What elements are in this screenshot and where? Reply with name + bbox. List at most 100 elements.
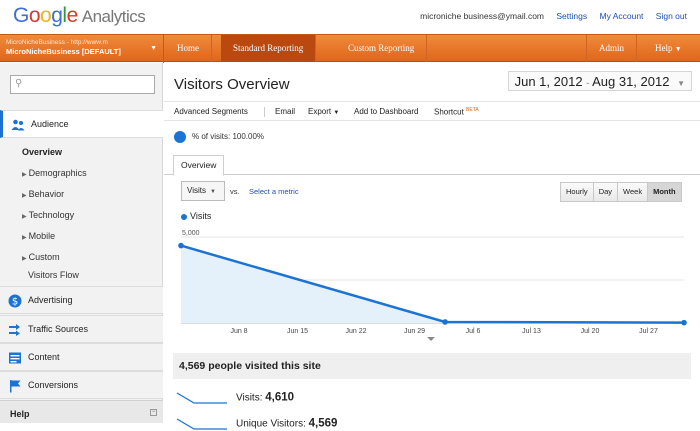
account-profile: MicroNicheBusiness [DEFAULT] xyxy=(6,47,121,56)
visits-sparkline xyxy=(176,392,227,404)
help-section-label: Help xyxy=(10,409,30,419)
day-button[interactable]: Day xyxy=(593,183,619,201)
sidebar-item-label: Behavior xyxy=(28,189,65,199)
sidebar-item-custom[interactable]: ▶ Custom xyxy=(22,252,60,262)
tab-help[interactable]: Help ▼ xyxy=(643,35,694,62)
metric-unique-visitors: Unique Visitors: 4,569 xyxy=(176,417,337,431)
chart-x-tick-label: Jun 8 xyxy=(230,328,247,335)
hourly-button[interactable]: Hourly xyxy=(561,183,594,201)
metric-visits-value: 4,610 xyxy=(265,391,295,404)
people-icon xyxy=(11,119,25,131)
collapse-icon[interactable]: − xyxy=(150,409,157,416)
sidebar-item-audience[interactable]: Audience xyxy=(0,110,163,138)
export-button[interactable]: Export ▼ xyxy=(308,107,339,116)
toolbar-divider xyxy=(264,107,265,117)
expand-icon: ▶ xyxy=(22,172,27,178)
chart-point[interactable] xyxy=(442,319,448,325)
sign-out-link[interactable]: Sign out xyxy=(655,11,687,21)
week-button[interactable]: Week xyxy=(618,183,649,201)
settings-link[interactable]: Settings xyxy=(556,11,588,21)
advanced-segments-button[interactable]: Advanced Segments xyxy=(174,107,248,116)
sidebar-item-label: Traffic Sources xyxy=(28,324,89,334)
vs-label: vs. xyxy=(230,187,240,196)
chart-points xyxy=(178,242,687,326)
help-tab-label: Help xyxy=(655,43,673,53)
chevron-down-icon: ▼ xyxy=(209,189,216,195)
account-selector[interactable]: MicroNicheBusiness - http://www.m MicroN… xyxy=(0,35,164,63)
sidebar-item-conversions[interactable]: Conversions xyxy=(0,371,163,399)
sidebar-item-demographics[interactable]: ▶ Demographics xyxy=(22,168,87,178)
expand-icon: ▶ xyxy=(22,256,27,262)
chart-x-labels: Jun 8 Jun 15 Jun 22 Jun 29 Jul 6 Jul 13 Jul 20… xyxy=(230,328,658,335)
sidebar-item-label: Conversions xyxy=(28,380,79,390)
chart-x-tick-label: Jul 13 xyxy=(522,328,541,335)
sidebar-item-label: Custom xyxy=(28,252,60,262)
sidebar-item-behavior[interactable]: ▶ Behavior xyxy=(22,189,64,199)
select-metric-link[interactable]: Select a metric xyxy=(249,187,299,196)
chart-x-tick-label: Jun 15 xyxy=(287,328,308,335)
chart-point[interactable] xyxy=(681,319,687,326)
chart-point[interactable] xyxy=(178,242,184,249)
summary-banner: 4,569 people visited this site xyxy=(173,353,691,379)
sidebar-item-advertising[interactable]: $ Advertising xyxy=(0,286,163,314)
segment-percentage: % of visits: 100.00% xyxy=(174,131,264,143)
sidebar-item-visitors-flow[interactable]: Visitors Flow xyxy=(28,270,79,280)
metric-unique-value: 4,569 xyxy=(308,417,338,430)
sidebar: ⚲ Audience Overview ▶ Demographics ▶ Behav… xyxy=(0,63,163,423)
month-button[interactable]: Month xyxy=(648,183,681,201)
percent-text: % of visits: 100.00% xyxy=(192,132,265,142)
chart-x-tick-label: Jun 22 xyxy=(345,328,366,335)
sidebar-item-mobile[interactable]: ▶ Mobile xyxy=(22,231,55,241)
tab-home[interactable]: Home xyxy=(165,35,212,62)
content-icon xyxy=(9,352,21,364)
chart-y-tick-label: 5,000 xyxy=(182,230,200,237)
chevron-down-icon: ▼ xyxy=(150,45,157,52)
my-account-link[interactable]: My Account xyxy=(599,11,644,21)
expand-icon: ▶ xyxy=(22,214,27,220)
pie-chart-icon xyxy=(174,131,186,143)
date-range-picker[interactable]: Jun 1, 2012 - Aug 31, 2012 ▼ xyxy=(507,71,692,91)
sidebar-item-content[interactable]: Content xyxy=(0,343,163,371)
chart-resize-handle[interactable] xyxy=(427,337,435,341)
logo-product-text: Analytics xyxy=(81,7,146,26)
granularity-buttons: Hourly Day Week Month xyxy=(560,182,682,202)
expand-icon: ▶ xyxy=(22,193,27,199)
summary-text: 4,569 people visited this site xyxy=(179,360,321,372)
sidebar-item-label: Content xyxy=(28,352,60,362)
tab-custom-reporting[interactable]: Custom Reporting xyxy=(336,35,428,62)
sidebar-item-label: Audience xyxy=(31,119,69,129)
add-to-dashboard-button[interactable]: Add to Dashboard xyxy=(354,107,419,116)
unique-visitors-sparkline xyxy=(176,418,227,430)
user-email: microniche business@ymail.com xyxy=(420,11,545,21)
flag-icon xyxy=(10,380,21,393)
tab-admin[interactable]: Admin xyxy=(586,35,638,62)
account-url: MicroNicheBusiness - http://www.m xyxy=(6,39,108,46)
metric-selector[interactable]: Visits ▼ xyxy=(181,181,225,201)
legend-dot xyxy=(181,213,187,220)
shortcut-button[interactable]: Shortcut BETA xyxy=(434,107,479,117)
metric-selector-value: Visits xyxy=(187,186,206,195)
sidebar-item-technology[interactable]: ▶ Technology xyxy=(22,210,74,220)
google-analytics-logo[interactable]: Google Analytics xyxy=(13,4,146,28)
page-title: Visitors Overview xyxy=(174,76,290,93)
tab-standard-reporting[interactable]: Standard Reporting xyxy=(221,35,317,62)
chevron-down-icon: ▼ xyxy=(333,110,340,116)
sidebar-item-overview[interactable]: Overview xyxy=(22,147,63,157)
metric-visits: Visits: 4,610 xyxy=(176,391,294,405)
search-input[interactable] xyxy=(27,77,151,92)
top-links: microniche business@ymail.com Settings M… xyxy=(410,11,687,21)
expand-icon: ▶ xyxy=(22,235,27,241)
sidebar-item-label: Mobile xyxy=(28,231,56,241)
export-label: Export xyxy=(308,107,332,116)
chart-x-tick-label: Jul 6 xyxy=(466,328,481,335)
traffic-arrows-icon xyxy=(9,324,20,336)
date-separator: - xyxy=(586,78,590,88)
report-tabs: Overview xyxy=(164,153,700,176)
date-end: Aug 31, 2012 xyxy=(592,74,670,89)
help-section[interactable]: Help − xyxy=(0,400,163,423)
email-button[interactable]: Email xyxy=(275,107,296,116)
chart-x-tick-label: Jul 27 xyxy=(639,328,658,335)
search-box[interactable]: ⚲ xyxy=(10,75,155,94)
tab-overview[interactable]: Overview xyxy=(173,155,225,176)
sidebar-item-traffic-sources[interactable]: Traffic Sources xyxy=(0,315,163,343)
